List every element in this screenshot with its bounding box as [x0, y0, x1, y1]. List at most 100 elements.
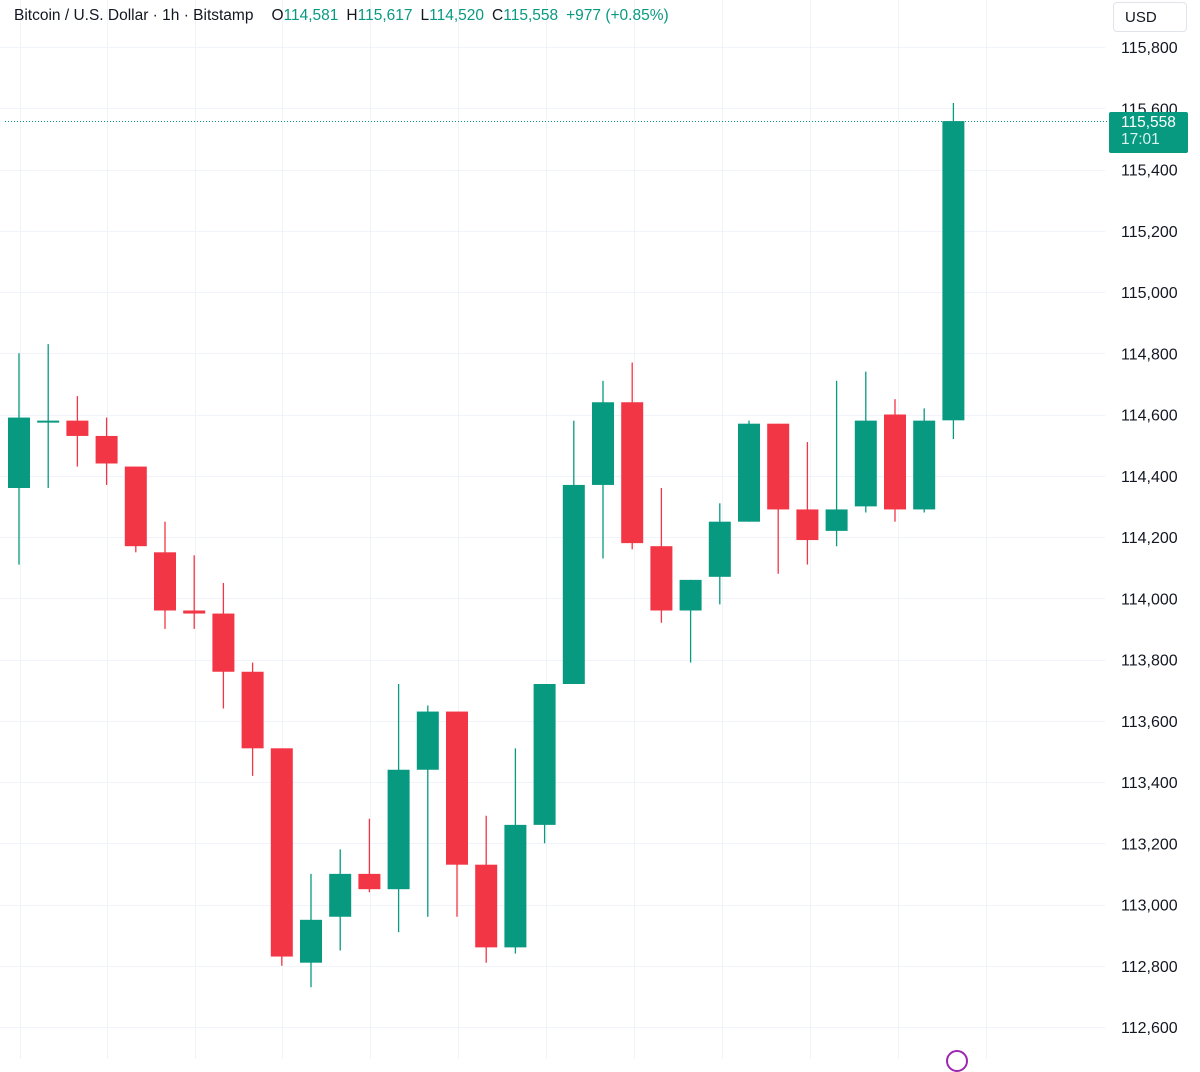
candle [37, 344, 60, 488]
y-tick-label: 113,200 [1121, 836, 1178, 853]
candle [796, 442, 819, 565]
last-price-value: 115,558 [1121, 114, 1176, 131]
candle-body [796, 509, 819, 541]
high-value: 115,617 [357, 7, 413, 24]
candle-body [270, 748, 293, 957]
close-label: C [492, 7, 504, 24]
candle [66, 396, 89, 467]
y-tick-label: 113,000 [1121, 898, 1178, 915]
y-tick-label: 114,000 [1121, 591, 1178, 608]
candle-body [884, 414, 906, 510]
candle-body [825, 509, 848, 531]
low-label: L [420, 7, 430, 24]
candle [592, 380, 614, 559]
candle-body [66, 420, 89, 436]
event-marker-icon[interactable] [946, 1050, 968, 1072]
candle [358, 818, 381, 893]
candle-body [329, 873, 352, 917]
y-tick-label: 115,000 [1121, 285, 1178, 302]
open-label: O [271, 7, 284, 24]
candle-body [913, 420, 936, 510]
y-tick-label: 112,800 [1121, 959, 1178, 976]
candle-body [183, 610, 206, 614]
candle-body [446, 711, 468, 865]
candle [270, 748, 293, 966]
candle [212, 582, 235, 709]
candle [913, 408, 936, 513]
y-tick-label: 114,600 [1121, 408, 1178, 425]
candle [446, 711, 468, 917]
candle [884, 399, 906, 522]
candle-body [358, 873, 381, 890]
candle [650, 488, 673, 623]
candle [183, 555, 206, 629]
y-tick-label: 113,800 [1121, 653, 1178, 670]
candle-body [241, 671, 264, 749]
candle [154, 521, 176, 629]
candle-body [37, 420, 60, 423]
candle [942, 103, 965, 439]
symbol-title[interactable]: Bitcoin / U.S. Dollar · 1h · Bitstamp [14, 7, 254, 24]
candle [621, 362, 644, 550]
candle [475, 815, 498, 963]
candle-body [708, 521, 731, 577]
candle [300, 873, 322, 988]
candle [767, 423, 790, 574]
candles [8, 103, 965, 988]
candle-body [212, 613, 235, 672]
candle-body [475, 864, 498, 948]
y-tick-label: 115,200 [1121, 224, 1178, 241]
candle [562, 420, 585, 684]
candle [124, 466, 147, 553]
candle-body [154, 552, 176, 611]
candle-body [387, 769, 410, 890]
change-value: +977 (+0.85%) [566, 7, 669, 24]
candle [416, 705, 439, 917]
candle-body [738, 423, 760, 522]
y-tick-label: 115,400 [1121, 163, 1178, 180]
candle-body [854, 420, 877, 507]
candle-body [504, 824, 527, 948]
candle-body [621, 402, 644, 544]
candle [329, 849, 352, 951]
y-tick-label: 113,600 [1121, 714, 1178, 731]
last-price-tag: 115,558 17:01 [1109, 112, 1188, 153]
open-value: 114,581 [283, 7, 339, 24]
candle [679, 579, 702, 663]
candle [854, 371, 877, 513]
candle-body [650, 546, 673, 611]
close-value: 115,558 [503, 7, 559, 24]
candle-body [592, 402, 614, 485]
y-tick-label: 114,200 [1121, 530, 1178, 547]
candle-body [562, 484, 585, 684]
candle-body [8, 417, 30, 488]
y-tick-label: 115,800 [1121, 40, 1178, 57]
grid-lines [0, 0, 1105, 1059]
candle-body [942, 121, 965, 421]
candle [708, 503, 731, 605]
candle [825, 380, 848, 547]
y-tick-label: 114,400 [1121, 469, 1178, 486]
candle-body [300, 919, 322, 963]
price-axis[interactable]: 115,800115,600115,400115,200115,000114,8… [1121, 40, 1178, 1037]
low-value: 114,520 [429, 7, 485, 24]
candle-body [416, 711, 439, 770]
y-tick-label: 114,800 [1121, 346, 1178, 363]
candle-body [95, 435, 118, 464]
candle [8, 353, 30, 565]
high-label: H [346, 7, 358, 24]
y-tick-label: 112,600 [1121, 1020, 1178, 1037]
candle-body [767, 423, 790, 510]
candle [738, 420, 760, 522]
candle-body [533, 684, 556, 825]
candle [241, 662, 264, 776]
currency-button[interactable]: USD [1113, 2, 1187, 32]
candle [95, 417, 118, 485]
y-tick-label: 113,400 [1121, 775, 1178, 792]
candle-body [679, 579, 702, 611]
bar-countdown: 17:01 [1121, 131, 1160, 148]
candle [387, 684, 410, 933]
candle [533, 684, 556, 844]
